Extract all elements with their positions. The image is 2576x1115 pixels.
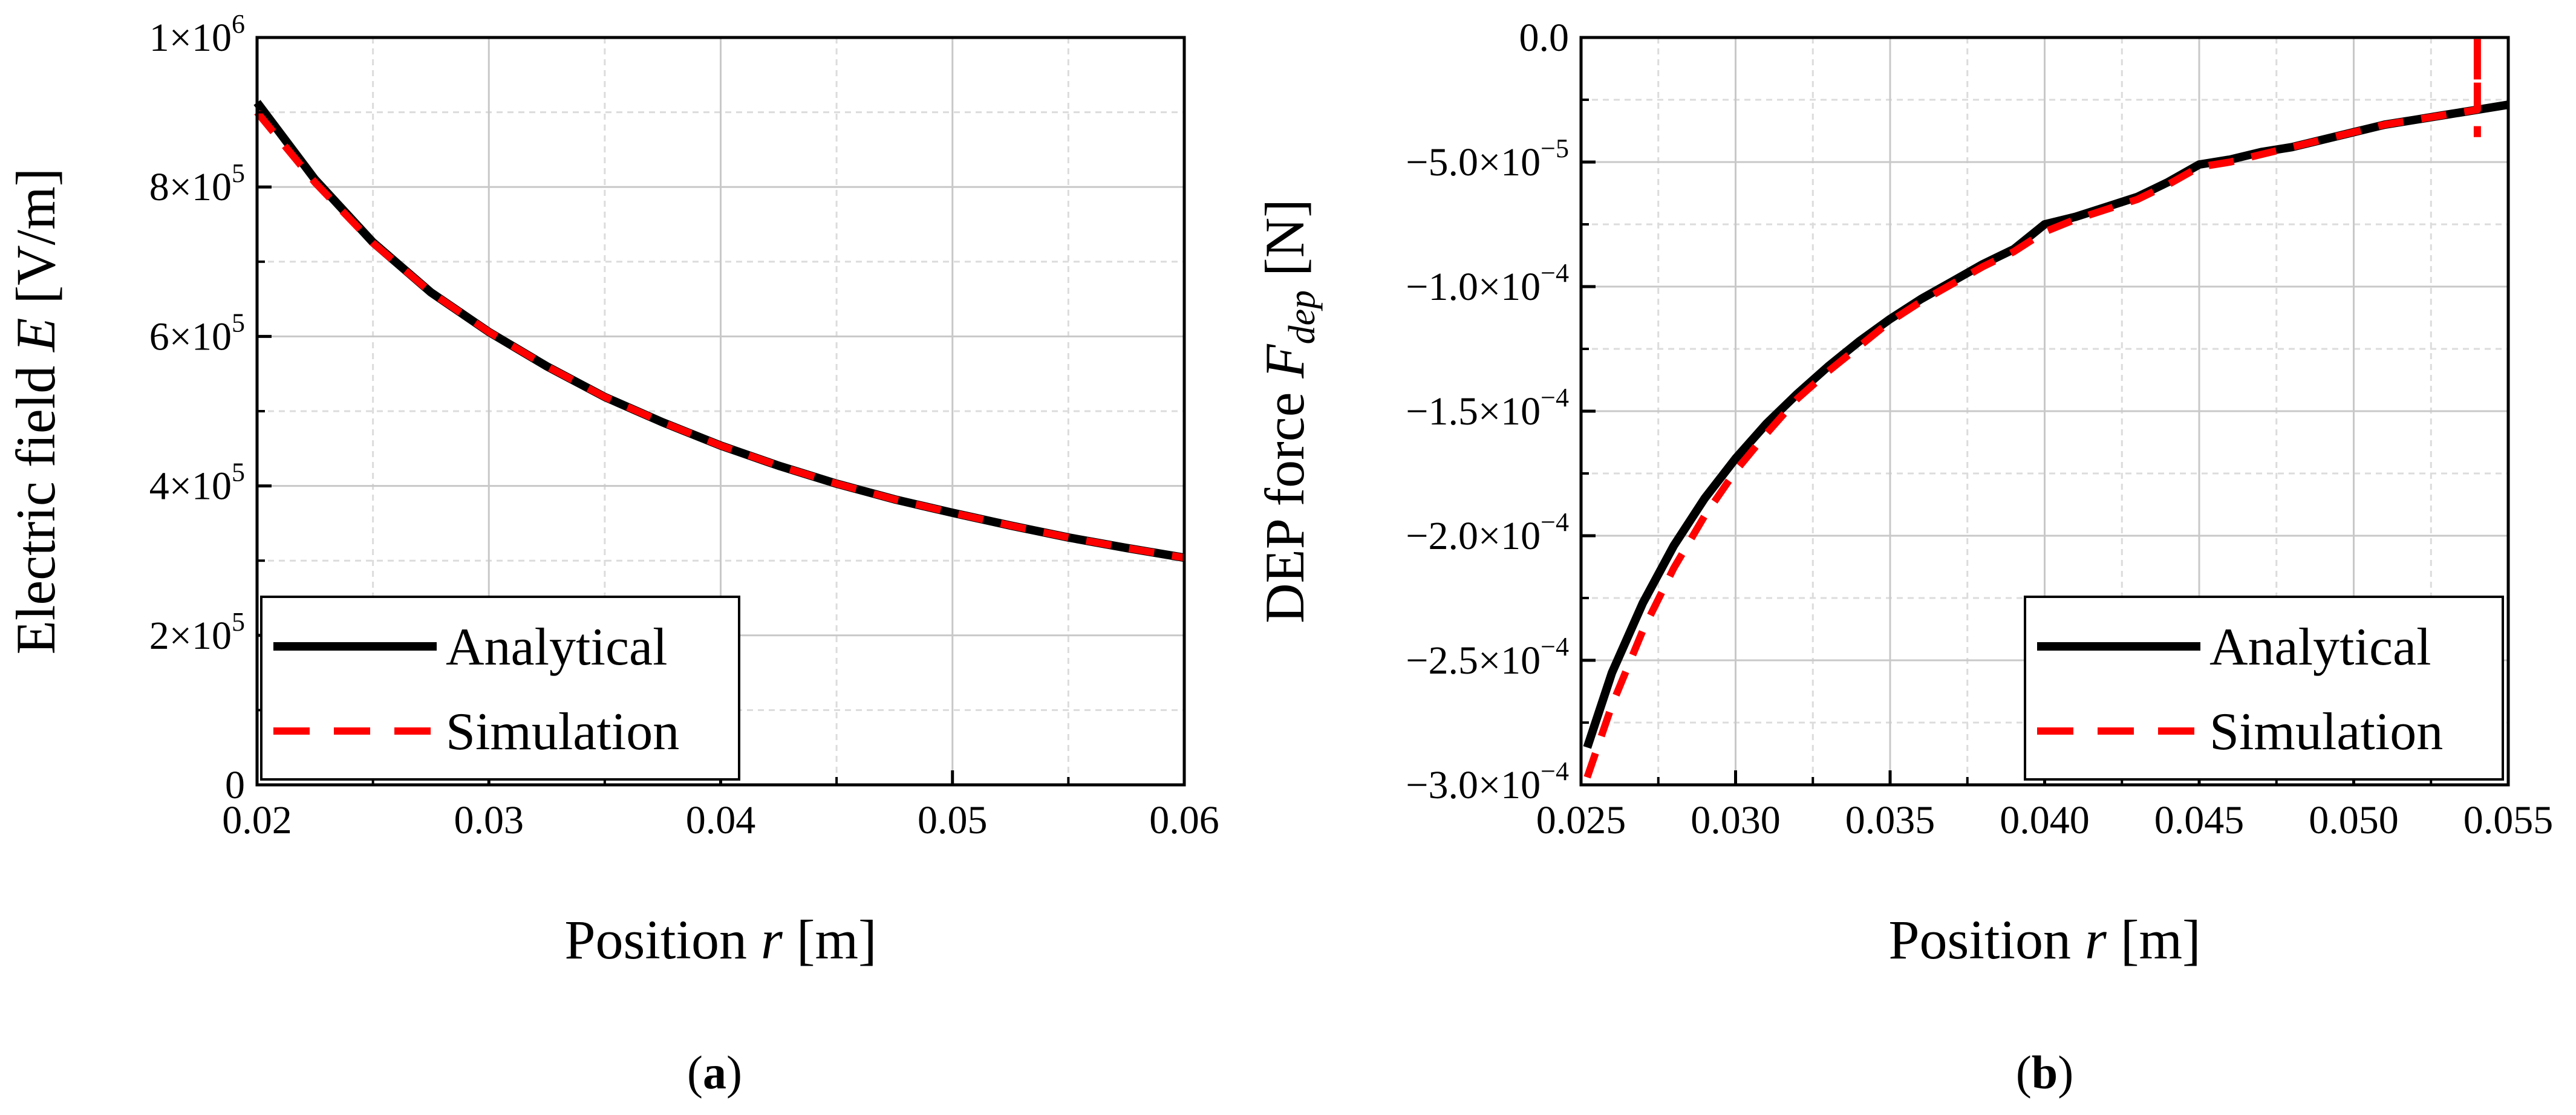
panel-b-x-axis-label: Position r [m] [1888,909,2200,970]
panel-b-dep-force-chart: 0.025 0.030 0.035 0.040 0.045 0.050 0.055 0.0 −5… [1254,16,2553,1099]
panel-b-series-simulation-line [1583,34,2481,779]
panel-b-y-tick-label: −3.0×10−4 [1406,756,1569,807]
panel-a-y-axis-label-group: Electric field E [V/m] [5,168,67,655]
panel-b-legend-box [2024,596,2504,781]
panel-b-x-tick-label: 0.035 [1845,798,1935,842]
panel-b-x-tick-label: 0.025 [1536,798,1626,842]
panel-b-legend: Analytical Simulation [2024,596,2504,781]
panel-a-electric-field-chart: 0.02 0.03 0.04 0.05 0.06 0 2×105 4×105 6×105 8×10… [5,9,1219,1099]
panel-b-y-tick-label: −2.0×10−4 [1406,507,1569,558]
panel-b-y-axis-label: DEP force Fdep [N] [1254,199,1323,623]
panel-a-y-tick-label: 6×105 [149,308,245,359]
panel-b-ticks [1579,36,2510,787]
panel-a-y-tick-label: 4×105 [149,458,245,509]
panel-a-series-simulation-line [254,109,1185,562]
panel-b-x-tick-label: 0.045 [2154,798,2245,842]
panel-a-x-tick-label: 0.06 [1149,798,1219,842]
panel-a-legend-label-simulation: Simulation [446,703,679,761]
panel-a-legend-box [260,596,740,781]
panel-a-panel-label: (a) [687,1046,742,1099]
panel-a-x-tick-label: 0.03 [454,798,524,842]
panel-b-legend-label-analytical: Analytical [2209,618,2431,677]
panel-a-y-tick-label: 1×106 [149,9,245,60]
panel-b-x-tick-label: 0.050 [2309,798,2399,842]
panel-a-y-tick-label: 2×105 [149,607,245,658]
panel-b-y-tick-label: −2.5×10−4 [1406,632,1569,683]
panel-b-x-tick-label: 0.030 [1691,798,1781,842]
panel-b-y-tick-label: −5.0×10−5 [1406,134,1569,184]
panel-b-x-tick-label: 0.040 [2000,798,2090,842]
panel-a-legend: Analytical Simulation [260,596,740,781]
panel-a-y-tick-label: 0 [225,763,245,807]
panel-a-y-axis-label: Electric field E [V/m] [5,168,67,655]
panel-b-y-tick-label: 0.0 [1519,16,1570,60]
panel-b-y-axis-label-group: DEP force Fdep [N] [1254,199,1323,623]
panel-b-x-tick-label: 0.055 [2464,798,2554,842]
panel-a-x-axis-label: Position r [m] [564,909,876,970]
panel-a-x-tick-label: 0.04 [686,798,756,842]
panel-a-x-tick-label: 0.05 [918,798,988,842]
panel-b-y-tick-label: −1.5×10−4 [1406,383,1569,434]
panel-a-legend-label-analytical: Analytical [446,618,668,677]
panel-b-y-tick-label: −1.0×10−4 [1406,258,1569,309]
panel-b-panel-label: (b) [2016,1046,2073,1099]
panel-a-y-tick-label: 8×105 [149,158,245,209]
panel-b-legend-label-simulation: Simulation [2209,703,2443,761]
panel-a-x-tick-label: 0.02 [222,798,292,842]
